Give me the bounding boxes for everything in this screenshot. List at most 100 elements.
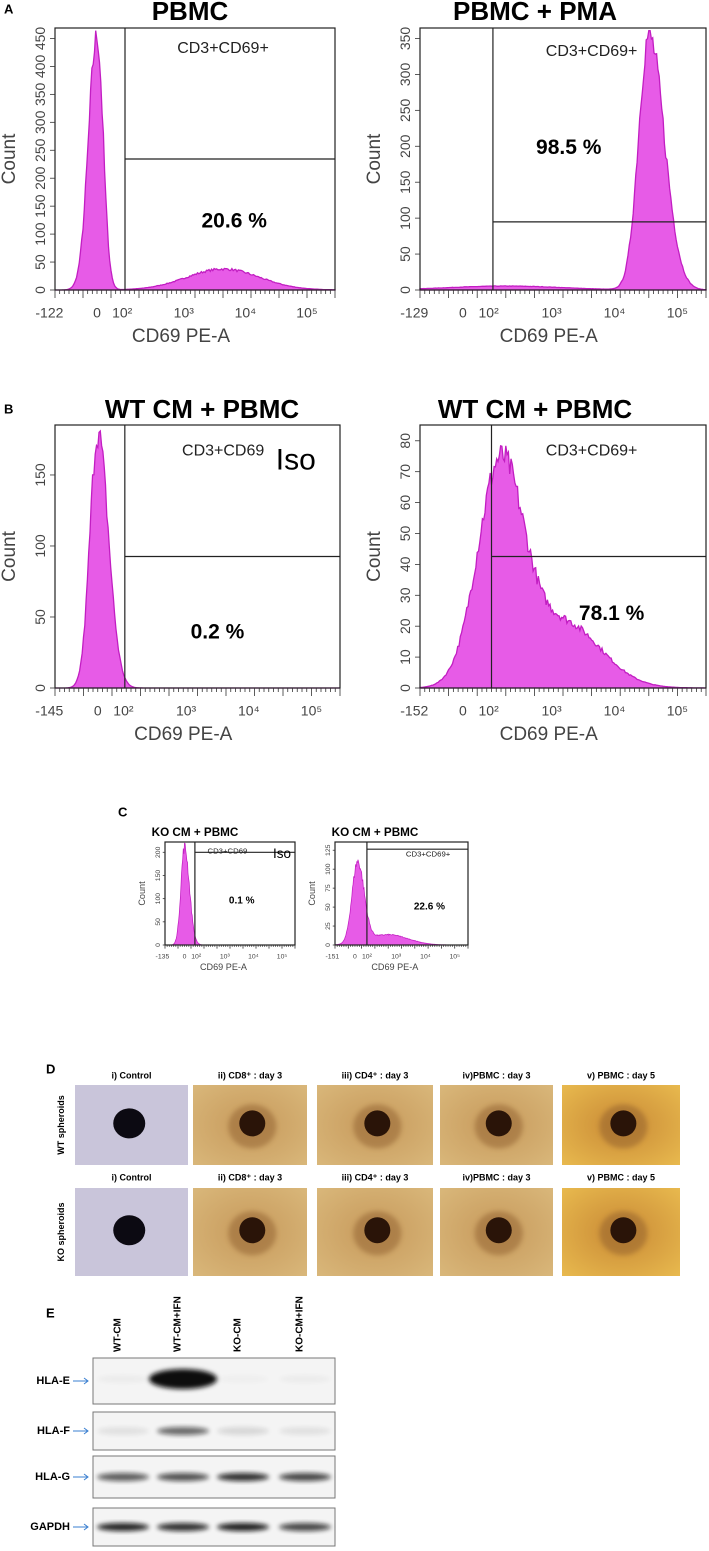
blot-label: HLA-F (37, 1425, 70, 1437)
y-tick-label: 50 (32, 254, 48, 270)
gate-label: CD3+CD69+ (546, 43, 638, 60)
plot-title: WT CM + PBMC (105, 394, 299, 424)
band (157, 1427, 209, 1435)
spheroid (239, 1110, 266, 1137)
x-axis-label: CD69 PE-A (132, 326, 231, 347)
percent: 20.6 % (202, 209, 268, 232)
x-tick-label: 10³ (174, 305, 195, 321)
histogram (334, 859, 468, 946)
y-tick-label: 150 (32, 463, 48, 487)
y-tick-label: 10 (397, 649, 413, 665)
column-title: iii) CD4⁺ : day 3 (342, 1070, 409, 1080)
gate-label: CD3+CD69+ (546, 443, 638, 460)
x-tick-label: 10⁵ (277, 954, 288, 961)
percent: 78.1 % (579, 602, 645, 625)
x-tick-label: 10⁵ (667, 305, 688, 321)
band (279, 1427, 331, 1435)
x-axis-label: CD69 PE-A (500, 326, 599, 347)
x-tick-label: 10⁵ (449, 954, 460, 961)
x-tick-label: 10² (113, 703, 134, 719)
y-tick-label: 20 (397, 618, 413, 634)
band (97, 1473, 149, 1481)
x-tick-label: -135 (156, 954, 170, 961)
y-axis-label: Count (307, 881, 317, 906)
x-tick-label: 10² (112, 305, 133, 321)
band (97, 1375, 149, 1383)
x-tick-label: 10⁴ (235, 305, 257, 321)
y-tick-label: 50 (397, 246, 413, 262)
panel-label: C (118, 804, 128, 819)
y-tick-label: 100 (155, 893, 162, 905)
percent: 22.6 % (414, 902, 445, 913)
plot-title: KO CM + PBMC (152, 826, 239, 839)
y-tick-label: 30 (397, 587, 413, 603)
spheroid (485, 1217, 512, 1244)
y-tick-label: 125 (325, 844, 332, 856)
blot-label: GAPDH (30, 1521, 70, 1533)
spheroid (610, 1217, 637, 1244)
panel-label: A (4, 1, 14, 16)
gate-label: CD3+CD69+ (177, 40, 269, 57)
y-tick-label: 40 (397, 556, 413, 572)
x-tick-label: 10² (479, 305, 500, 321)
y-tick-label: 300 (397, 63, 413, 87)
x-axis-label: CD69 PE-A (500, 724, 599, 745)
histogram (55, 30, 336, 291)
column-title: ii) CD8⁺ : day 3 (218, 1172, 282, 1182)
spheroid (113, 1215, 146, 1246)
column-title: v) PBMC : day 5 (587, 1172, 655, 1182)
panel-label: B (4, 401, 13, 416)
spheroid (610, 1110, 637, 1137)
y-tick-label: 450 (32, 27, 48, 51)
column-title: v) PBMC : day 5 (587, 1070, 655, 1080)
plot-title: WT CM + PBMC (438, 394, 632, 424)
band (279, 1473, 331, 1481)
y-tick-label: 60 (397, 495, 413, 511)
band (217, 1523, 269, 1531)
plot-title: PBMC (152, 0, 229, 26)
y-tick-label: 350 (32, 82, 48, 106)
x-tick-label: 0 (459, 305, 467, 321)
y-tick-label: 50 (325, 903, 332, 911)
band (217, 1473, 269, 1481)
x-tick-label: 10⁴ (604, 305, 626, 321)
y-tick-label: 80 (397, 433, 413, 449)
column-title: i) Control (112, 1070, 152, 1080)
x-tick-label: 0 (353, 954, 357, 961)
percent: 0.2 % (191, 620, 245, 643)
spheroid (239, 1217, 266, 1244)
column-title: iv)PBMC : day 3 (462, 1070, 530, 1080)
y-tick-label: 100 (325, 863, 332, 875)
x-tick-label: 10⁵ (296, 305, 317, 321)
band (217, 1427, 269, 1435)
arrow-head (83, 1377, 89, 1385)
gate-label: CD3+CD69 (182, 443, 264, 460)
iso-label: Iso (273, 846, 291, 861)
column-title: iv)PBMC : day 3 (462, 1172, 530, 1182)
y-axis-label: Count (364, 530, 385, 581)
x-tick-label: -152 (400, 703, 428, 719)
y-tick-label: 100 (397, 206, 413, 230)
column-title: i) Control (112, 1172, 152, 1182)
x-tick-label: 0 (183, 954, 187, 961)
y-tick-label: 100 (32, 534, 48, 558)
arrow-head (83, 1473, 89, 1481)
y-axis-label: Count (0, 133, 20, 184)
y-tick-label: 200 (32, 166, 48, 190)
y-tick-label: 0 (32, 684, 48, 692)
y-tick-label: 0 (397, 684, 413, 692)
y-tick-label: 250 (397, 98, 413, 122)
y-axis-label: Count (364, 133, 385, 184)
band (157, 1523, 209, 1531)
band (97, 1427, 149, 1435)
y-tick-label: 300 (32, 110, 48, 134)
row-label: KO spheroids (56, 1202, 66, 1261)
y-tick-label: 0 (32, 286, 48, 294)
x-axis-label: CD69 PE-A (134, 724, 233, 745)
band (97, 1523, 149, 1531)
band (149, 1369, 217, 1389)
x-tick-label: 10⁵ (301, 703, 322, 719)
y-axis-label: Count (0, 530, 20, 581)
percent: 98.5 % (536, 136, 602, 159)
band (279, 1375, 331, 1383)
